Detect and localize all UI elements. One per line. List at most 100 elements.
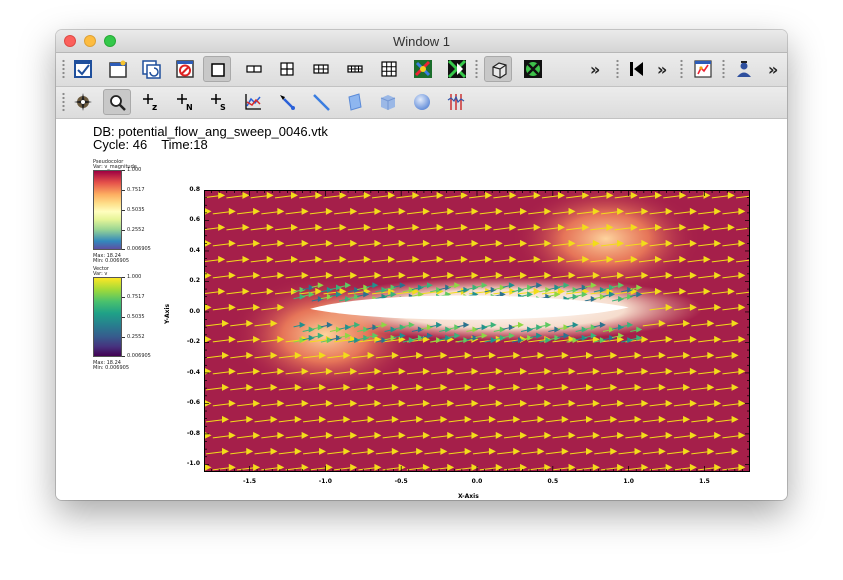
vector-arrowhead	[554, 326, 561, 333]
spreadsheet-pick-button[interactable]: S	[205, 89, 233, 115]
vector-arrowhead	[714, 367, 722, 375]
more-tools-chevron[interactable]: »	[590, 60, 600, 79]
vector-arrowhead	[707, 351, 715, 359]
clear-window-icon	[176, 60, 194, 78]
legend-tick	[122, 356, 125, 357]
vector-arrowhead	[665, 463, 673, 471]
vector-arrowhead	[436, 337, 443, 344]
vector-arrowhead	[481, 332, 488, 339]
vector-arrowhead	[412, 223, 420, 231]
layout-3x3-button[interactable]	[375, 56, 403, 82]
vector-arrowhead	[472, 284, 479, 291]
node-pick-button[interactable]: N	[171, 89, 199, 115]
toolbar-grip[interactable]	[475, 59, 478, 79]
toolbar-grip[interactable]	[680, 59, 683, 79]
layout-2x4-button[interactable]	[341, 56, 369, 82]
main-toolbar: » » »	[56, 53, 787, 87]
vector-arrowhead	[665, 271, 673, 279]
toolbar-grip[interactable]	[722, 59, 725, 79]
vector-arrowhead	[325, 431, 333, 439]
vector-arrowhead	[299, 293, 306, 300]
toolbar-grip[interactable]	[616, 59, 619, 79]
plane-tool-button[interactable]	[341, 89, 369, 115]
vector-arrowhead	[703, 191, 711, 199]
more-animation-chevron[interactable]: »	[657, 60, 667, 79]
lock-view-button[interactable]	[409, 56, 437, 82]
vector-arrowhead	[495, 335, 503, 343]
vector-arrowhead	[683, 447, 691, 455]
vector-arrowhead	[488, 351, 496, 359]
legend-tick-label: 0.5035	[127, 207, 145, 213]
close-button[interactable]	[64, 35, 76, 47]
vector-arrowhead	[630, 255, 638, 263]
vector-arrowhead	[436, 286, 443, 293]
vector-field	[204, 191, 750, 471]
vector-arrowhead	[463, 321, 470, 328]
layout-1x2-button[interactable]	[240, 56, 268, 82]
vector-arrowhead	[714, 431, 722, 439]
legend-tick	[122, 337, 125, 338]
refresh-window-button[interactable]	[137, 56, 165, 82]
sphere-tool-button[interactable]	[408, 89, 436, 115]
vector-arrowhead	[391, 383, 399, 391]
vector-arrowhead	[277, 303, 285, 311]
lineout-button[interactable]	[239, 89, 267, 115]
vector-arrowhead	[545, 337, 552, 344]
vector-arrowhead	[325, 463, 333, 471]
vector-arrowhead	[294, 383, 302, 391]
layout-2x2-button[interactable]	[273, 56, 301, 82]
visualization-viewport[interactable]: DB: potential_flow_ang_sweep_0046.vtk Cy…	[56, 119, 787, 500]
more-user-chevron[interactable]: »	[768, 60, 778, 79]
toolbar-grip[interactable]	[62, 59, 65, 79]
reverse-play-button[interactable]	[622, 56, 650, 82]
vector-arrowhead	[665, 431, 673, 439]
zoom-button[interactable]	[103, 89, 131, 115]
vector-arrowhead	[544, 399, 552, 407]
vector-arrowhead	[454, 324, 461, 331]
vector-arrowhead	[592, 399, 600, 407]
view-3d-icon	[492, 62, 507, 79]
vector-arrowhead	[689, 367, 697, 375]
vector-arrowhead	[689, 399, 697, 407]
plot-attributes-button[interactable]	[689, 56, 717, 82]
legend-var-name: Var: v	[93, 271, 108, 277]
zone-pick-button[interactable]: z	[137, 89, 165, 115]
minimize-button[interactable]	[84, 35, 96, 47]
layout-2x3-button[interactable]	[307, 56, 335, 82]
plot-area[interactable]	[204, 190, 750, 472]
point-tool-button[interactable]	[273, 89, 301, 115]
vector-arrowhead	[572, 286, 579, 293]
new-window-button[interactable]	[104, 56, 132, 82]
layout-1x1-button[interactable]	[203, 56, 231, 82]
lock-time-button[interactable]	[443, 56, 471, 82]
vector-arrowhead	[557, 255, 565, 263]
view-3d-button[interactable]	[484, 56, 512, 82]
vector-arrowhead	[520, 271, 528, 279]
zoom-window-button[interactable]	[104, 35, 116, 47]
vector-arrowhead	[221, 319, 229, 327]
vector-arrowhead	[665, 303, 673, 311]
vector-arrowhead	[561, 447, 569, 455]
spin-button[interactable]	[519, 56, 547, 82]
line-tool-button[interactable]	[307, 89, 335, 115]
navigate-button[interactable]	[69, 89, 97, 115]
clear-window-button[interactable]	[171, 56, 199, 82]
vector-arrowhead	[568, 271, 576, 279]
vector-arrowhead	[218, 191, 226, 199]
user-button[interactable]	[730, 56, 758, 82]
toolbar-grip[interactable]	[62, 92, 65, 112]
vector-arrowhead	[204, 335, 212, 343]
vector-arrowhead	[277, 367, 285, 375]
vector-arrowhead	[568, 239, 576, 247]
vector-arrowhead	[399, 282, 406, 289]
box-tool-button[interactable]	[374, 89, 402, 115]
title-bar[interactable]: Window 1	[56, 30, 787, 53]
vector-arrowhead	[630, 191, 638, 199]
vector-arrowhead	[731, 415, 739, 423]
vector-arrowhead	[738, 303, 746, 311]
axis-restrict-button[interactable]	[442, 89, 470, 115]
vector-arrowhead	[618, 324, 625, 331]
vector-arrowhead	[221, 351, 229, 359]
apply-button[interactable]	[69, 56, 97, 82]
vector-arrowhead	[627, 321, 634, 328]
